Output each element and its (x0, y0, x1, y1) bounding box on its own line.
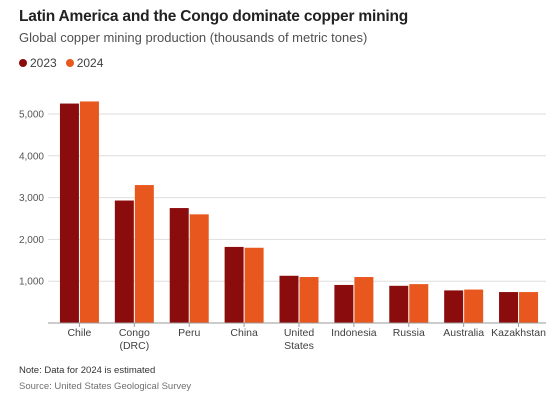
chart-title: Latin America and the Congo dominate cop… (19, 8, 409, 25)
y-tick-label: 3,000 (19, 193, 44, 204)
y-tick-label: 4,000 (19, 151, 44, 162)
legend-label-2023: 2023 (30, 56, 57, 70)
y-tick-label: 2,000 (19, 235, 44, 246)
x-tick-label: Kazakhstan (491, 327, 546, 339)
legend-swatch-2024 (65, 59, 74, 67)
x-tick-label: States (284, 340, 314, 352)
y-tick-label: 5,000 (19, 110, 44, 121)
legend-swatch-2023 (19, 59, 27, 67)
bar-2023 (224, 246, 244, 323)
chart-subtitle: Global copper mining production (thousan… (19, 30, 368, 45)
bar-2024 (244, 247, 264, 323)
x-tick-label: China (230, 327, 258, 339)
footnote: Note: Data for 2024 is estimated (19, 365, 156, 376)
y-tick-label: 1,000 (19, 277, 44, 288)
bar-2024 (409, 284, 429, 323)
bar-2024 (189, 214, 209, 323)
bar-2023 (334, 284, 354, 323)
bar-2023 (59, 103, 79, 323)
bar-2024 (79, 101, 99, 324)
source-line: Source: United States Geological Survey (19, 381, 192, 392)
x-tick-label: Chile (67, 327, 91, 339)
bar-2024 (519, 292, 539, 323)
bar-2023 (114, 200, 134, 323)
legend-label-2024: 2024 (76, 56, 104, 70)
bar-2024 (134, 185, 154, 323)
x-tick-label: United (284, 327, 315, 339)
bar-2023 (444, 290, 464, 323)
bar-2023 (499, 292, 519, 323)
bar-2023 (279, 275, 299, 323)
bar-2024 (464, 289, 484, 323)
bar-2023 (389, 285, 409, 323)
legend: 2023 2024 (19, 56, 112, 70)
bar-2024 (299, 277, 319, 323)
legend-item-2023: 2023 (19, 56, 57, 70)
x-tick-label: Russia (393, 327, 425, 339)
bar-2023 (169, 208, 189, 323)
bar-2024 (354, 277, 374, 323)
legend-item-2024: 2024 (65, 56, 104, 70)
x-tick-label: Indonesia (331, 327, 377, 339)
x-tick-label: Peru (178, 327, 200, 339)
x-tick-label: Congo (119, 327, 150, 339)
x-tick-label: Australia (443, 327, 484, 339)
x-tick-label: (DRC) (119, 340, 149, 352)
